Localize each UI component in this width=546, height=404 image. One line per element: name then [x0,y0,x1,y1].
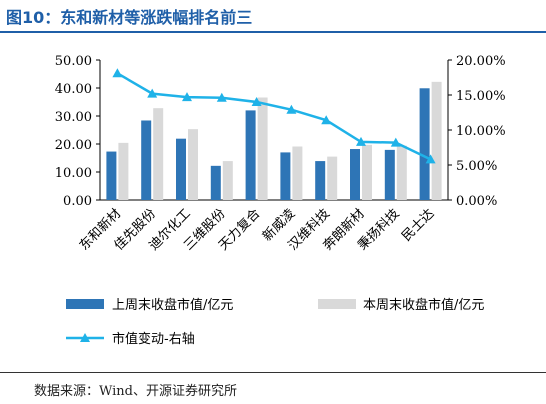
bar-last-week [384,149,395,200]
bar-last-week [245,110,256,200]
bar-this-week [153,108,164,200]
bar-this-week [292,146,303,200]
line-marker [390,137,401,147]
bar-this-week [222,161,233,200]
right-tick-label: 10.00% [456,124,506,139]
bar-last-week [210,165,221,200]
right-tick-label: 5.00% [456,159,497,174]
bar-last-week [106,151,117,200]
legend-swatch-last-week [66,299,104,309]
line-marker [112,68,123,78]
line-marker [182,92,192,102]
left-tick-label: 10.00 [55,166,92,181]
source-divider [0,372,546,373]
line-change-series [116,72,432,161]
line-marker [321,115,332,125]
bar-this-week [118,142,129,200]
bar-last-week [176,138,186,200]
line-marker [147,88,158,98]
source-note: 数据来源：Wind、开源证券研究所 [34,384,237,399]
bar-last-week [350,149,360,200]
left-tick-label: 30.00 [55,110,92,125]
bar-this-week [396,145,407,200]
right-tick-label: 15.00% [456,89,506,104]
left-tick-label: 0.00 [63,194,92,209]
category-label: 民士达 [399,206,437,244]
left-tick-label: 50.00 [55,54,92,69]
line-marker [216,92,227,102]
line-marker [251,97,262,106]
legend-swatch-this-week [318,299,356,309]
bar-last-week [141,120,152,200]
bar-line-chart: 0.00 10.00 20.00 30.00 40.00 50.00 0.00% 5.00% 1… [55,54,506,347]
chart-title: 图10：东和新材等涨跌幅排名前三 [6,8,253,27]
line-marker [286,104,297,114]
legend-label-last-week: 上周末收盘市值/亿元 [112,297,233,313]
bar-last-week [419,88,430,200]
title-divider [0,31,546,33]
legend-marker-change [80,333,90,342]
legend-label-this-week: 本周末收盘市值/亿元 [363,297,484,313]
legend-label-change: 市值变动-右轴 [112,331,195,347]
bar-last-week [280,152,291,200]
bar-this-week [327,156,338,200]
bar-this-week [188,129,198,200]
bar-last-week [315,161,326,200]
right-tick-label: 0.00% [456,194,497,209]
left-tick-label: 40.00 [55,82,92,97]
bar-this-week [362,144,372,200]
bar-this-week [431,81,442,200]
line-marker [425,154,436,164]
left-tick-label: 20.00 [55,138,92,153]
line-marker [356,136,366,146]
right-tick-label: 20.00% [456,54,506,69]
bar-this-week [257,97,268,200]
